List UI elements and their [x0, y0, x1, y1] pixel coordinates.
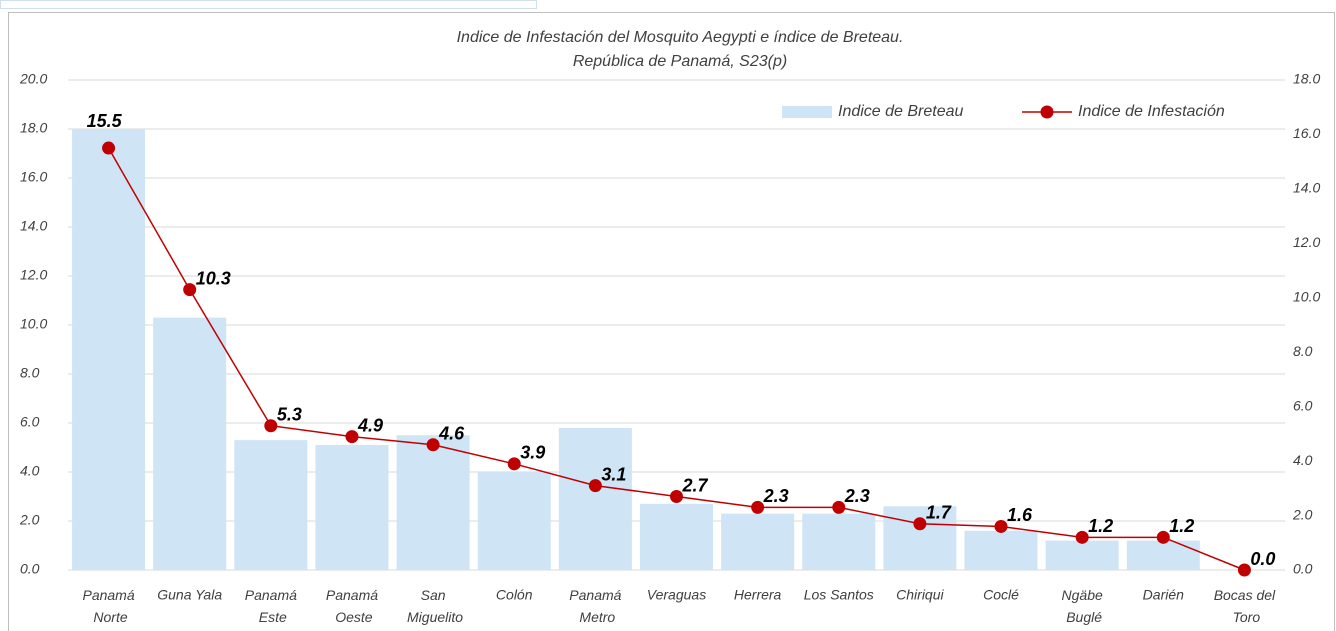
data-label: 2.7: [682, 475, 709, 495]
bar: [396, 435, 470, 570]
line-point: [426, 438, 440, 452]
y2-tick-label: 2.0: [1292, 506, 1313, 522]
y-tick-label: 8.0: [20, 365, 40, 381]
x-tick-label: Colón: [496, 587, 533, 603]
y2-tick-label: 18.0: [1293, 71, 1320, 87]
line-point: [1156, 530, 1170, 544]
x-tick-label: Ngäbe Buglé: [1062, 587, 1103, 625]
x-tick-label: Guna Yala: [157, 587, 222, 603]
data-label: 4.6: [438, 424, 465, 444]
y2-tick-label: 12.0: [1293, 234, 1320, 250]
y-tick-label: 20.0: [19, 71, 47, 87]
x-tick-label: Panamá Norte: [82, 587, 134, 625]
line-point: [345, 430, 359, 444]
bar: [1045, 540, 1119, 570]
bar: [883, 506, 957, 570]
x-tick-label: Panamá Este: [245, 587, 297, 625]
line-point: [264, 419, 278, 433]
bar: [72, 129, 146, 570]
bar: [315, 445, 389, 570]
data-label: 1.2: [1169, 516, 1194, 536]
line-point: [832, 500, 846, 514]
bar: [558, 427, 632, 570]
data-label: 1.7: [926, 502, 952, 522]
y-tick-label: 14.0: [20, 218, 47, 234]
line-point: [913, 517, 927, 531]
y2-tick-label: 0.0: [1293, 561, 1313, 577]
y2-tick-label: 16.0: [1293, 125, 1320, 141]
y2-tick-label: 6.0: [1293, 397, 1313, 413]
data-label: 0.0: [1250, 549, 1275, 569]
bar: [234, 440, 308, 570]
y-tick-label: 4.0: [20, 463, 40, 479]
x-tick-label: Panamá Metro: [569, 587, 621, 625]
line-point: [102, 141, 116, 155]
data-label: 2.3: [763, 486, 789, 506]
y-tick-label: 12.0: [20, 267, 47, 283]
y2-tick-label: 14.0: [1293, 180, 1320, 196]
x-tick-label: San Miguelito: [403, 587, 463, 625]
line-point: [1237, 563, 1251, 577]
x-tick-label: Los Santos: [804, 587, 874, 603]
y2-tick-label: 4.0: [1293, 452, 1313, 468]
x-tick-label: Chiriqui: [896, 587, 944, 603]
x-tick-label: Herrera: [734, 587, 782, 603]
legend-label: Indice de Infestación: [1078, 103, 1225, 120]
legend-marker: [1040, 105, 1054, 119]
bar: [477, 472, 551, 570]
y-tick-label: 16.0: [20, 169, 47, 185]
data-label: 1.2: [1088, 516, 1113, 536]
bar: [639, 503, 714, 570]
line-point: [994, 519, 1008, 533]
y-tick-label: 0.0: [20, 561, 40, 577]
y-tick-label: 2.0: [19, 512, 40, 528]
line-point: [751, 500, 765, 514]
line-point: [1075, 530, 1089, 544]
bar: [802, 513, 876, 570]
bar: [153, 317, 227, 570]
line-point: [507, 457, 521, 471]
data-label: 10.3: [196, 268, 231, 288]
data-label: 15.5: [87, 111, 123, 131]
data-label: 1.6: [1007, 505, 1033, 525]
chart-title: Indice de Infestación del Mosquito Aegyp…: [457, 29, 904, 46]
x-tick-label: Bocas del Toro: [1214, 587, 1276, 625]
x-tick-label: Darién: [1143, 587, 1184, 603]
bar: [721, 513, 795, 570]
data-label: 5.3: [277, 404, 302, 424]
x-tick-label: Veraguas: [647, 587, 706, 603]
legend-label: Indice de Breteau: [838, 103, 964, 120]
legend-swatch: [782, 106, 832, 118]
y-tick-label: 18.0: [20, 120, 47, 136]
data-label: 3.1: [601, 464, 626, 484]
data-label: 4.9: [357, 415, 383, 435]
line-point: [670, 490, 683, 503]
line-point: [588, 479, 602, 493]
top-box: [0, 0, 537, 9]
x-tick-label: Coclé: [983, 587, 1019, 603]
data-label: 3.9: [520, 443, 545, 463]
x-tick-label: Panamá Oeste: [326, 587, 378, 625]
chart-subtitle: República de Panamá, S23(p): [573, 53, 787, 70]
y2-tick-label: 8.0: [1293, 343, 1313, 359]
y2-tick-label: 10.0: [1293, 288, 1320, 304]
line-point: [183, 283, 197, 297]
y-tick-label: 6.0: [20, 414, 40, 430]
data-label: 2.3: [844, 486, 870, 506]
y-tick-label: 10.0: [20, 316, 47, 332]
bar: [1126, 540, 1200, 570]
bar: [964, 530, 1038, 570]
